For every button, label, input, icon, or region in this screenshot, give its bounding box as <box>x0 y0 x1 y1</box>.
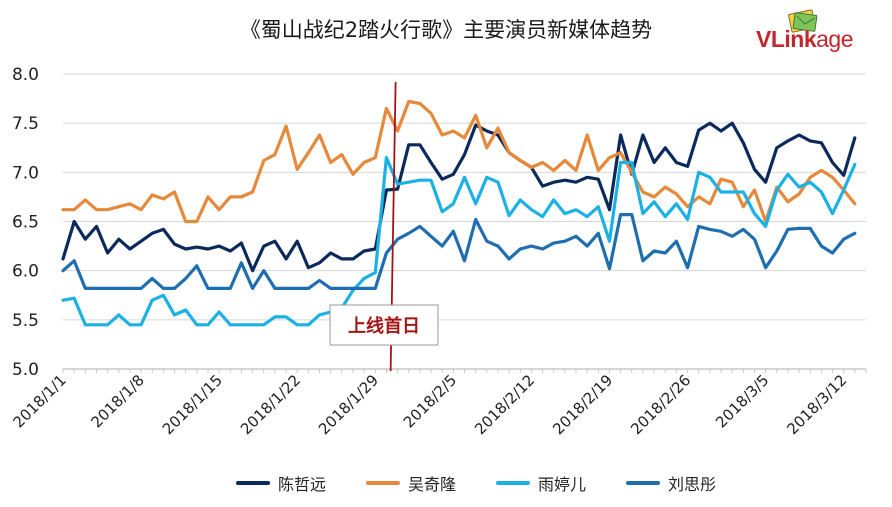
series-line-4 <box>61 213 857 290</box>
legend-swatch <box>496 481 531 485</box>
legend-item: 陈哲远 <box>236 472 326 494</box>
x-tick-label: 2018/2/5 <box>400 371 460 431</box>
annotation-label: 上线首日 <box>348 315 420 337</box>
y-tick-label: 6.0 <box>12 262 39 282</box>
y-tick-label: 5.0 <box>12 360 39 380</box>
legend-label: 刘思彤 <box>668 475 717 494</box>
logo-text: VLinkage <box>756 26 853 52</box>
legend-item: 雨婷儿 <box>496 472 586 494</box>
x-tick-label: 2018/1/29 <box>315 371 382 438</box>
series-line-3 <box>61 156 857 327</box>
series-line-1 <box>61 121 857 273</box>
x-tick-label: 2018/3/5 <box>712 371 772 431</box>
logo-envelope-icon <box>788 9 818 33</box>
y-tick-label: 7.5 <box>12 114 39 134</box>
legend-swatch <box>626 481 661 485</box>
annotation-box <box>329 304 439 346</box>
legend-item: 刘思彤 <box>626 472 716 494</box>
y-tick-label: 5.5 <box>12 311 39 331</box>
chart-legend: 陈哲远 吴奇隆 雨婷儿 刘思彤 <box>236 472 716 494</box>
x-tick-label: 2018/2/19 <box>549 371 616 438</box>
x-tick-label: 2018/2/26 <box>627 371 694 438</box>
vlinkage-logo: VLinkage <box>756 8 886 54</box>
legend-swatch <box>236 481 270 485</box>
legend-label: 雨婷儿 <box>538 475 587 494</box>
legend-label: 陈哲远 <box>278 475 327 494</box>
y-tick-label: 7.0 <box>12 163 39 183</box>
legend-item: 吴奇隆 <box>366 472 456 494</box>
x-tick-label: 2018/1/15 <box>159 371 226 438</box>
y-tick-label: 6.5 <box>12 213 39 233</box>
x-tick-label: 2018/2/12 <box>471 371 538 438</box>
chart-title: 《蜀山战纪2踏火行歌》主要演员新媒体趋势 <box>239 18 653 42</box>
y-tick-label: 8.0 <box>12 65 39 85</box>
x-tick-label: 2018/1/8 <box>88 371 148 431</box>
legend-label: 吴奇隆 <box>408 475 457 494</box>
x-tick-label: 2018/3/12 <box>783 371 850 438</box>
x-tick-label: 2018/1/1 <box>9 371 69 431</box>
legend-swatch <box>366 481 401 485</box>
series-line-2 <box>61 99 857 224</box>
x-tick-label: 2018/1/22 <box>237 371 304 438</box>
